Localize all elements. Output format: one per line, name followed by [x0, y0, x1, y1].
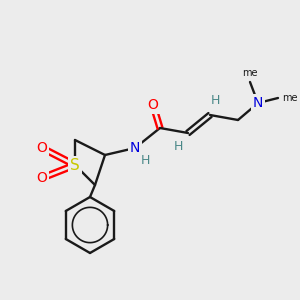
Text: O: O: [148, 98, 158, 112]
Text: H: H: [210, 94, 220, 107]
Text: H: H: [173, 140, 183, 154]
Text: me: me: [242, 68, 258, 78]
Text: N: N: [130, 141, 140, 155]
Text: me: me: [282, 93, 298, 103]
Text: H: H: [140, 154, 150, 166]
Text: O: O: [37, 171, 47, 185]
Text: S: S: [70, 158, 80, 172]
Text: N: N: [253, 96, 263, 110]
Text: O: O: [37, 141, 47, 155]
